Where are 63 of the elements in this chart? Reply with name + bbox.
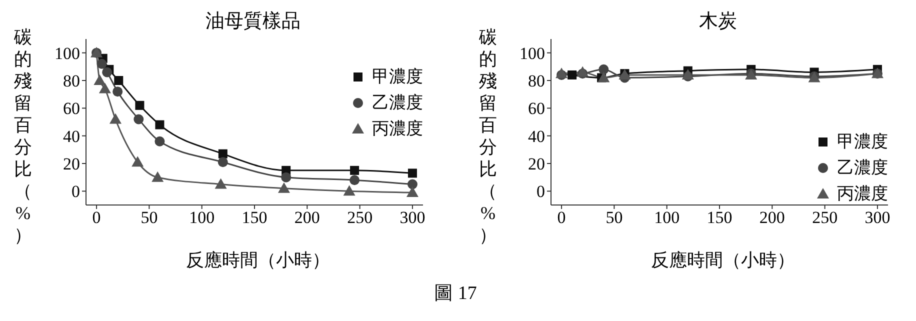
caption: 圖 17 bbox=[433, 282, 478, 306]
y-tick-label: 40 bbox=[528, 126, 545, 146]
point bbox=[278, 182, 290, 193]
legend-label: 甲濃度 bbox=[837, 131, 888, 153]
legend-label: 乙濃度 bbox=[372, 92, 423, 114]
legend-label: 甲濃度 bbox=[372, 66, 423, 88]
x-tick-label: 100 bbox=[654, 208, 680, 228]
y-tick-label: 80 bbox=[528, 72, 545, 91]
chart-title: 木炭 bbox=[698, 10, 738, 34]
point bbox=[155, 120, 164, 130]
point bbox=[218, 149, 228, 158]
y-tick-label: 60 bbox=[528, 99, 545, 118]
point bbox=[134, 114, 144, 124]
legend-label: 丙濃度 bbox=[372, 118, 423, 140]
point bbox=[152, 171, 164, 182]
x-tick-label: 150 bbox=[706, 208, 732, 228]
point bbox=[218, 157, 228, 168]
point bbox=[96, 58, 107, 69]
chart-title: 油母質樣品 bbox=[204, 10, 302, 34]
point bbox=[350, 175, 360, 186]
x-tick-label: 300 bbox=[400, 208, 426, 228]
point bbox=[114, 76, 124, 85]
point bbox=[406, 186, 418, 198]
y-tick-label: 0 bbox=[536, 182, 545, 202]
point bbox=[132, 156, 144, 167]
x-tick-label: 50 bbox=[606, 208, 623, 228]
x-axis-title: 反應時間（小時） bbox=[185, 249, 331, 272]
point bbox=[408, 168, 417, 178]
point bbox=[109, 113, 122, 124]
point bbox=[407, 179, 418, 190]
x-tick-label: 300 bbox=[864, 208, 890, 228]
point bbox=[154, 136, 165, 146]
point bbox=[94, 74, 106, 85]
x-axis-title: 反應時間（小時） bbox=[650, 249, 796, 272]
y-tick-label: 60 bbox=[63, 99, 80, 118]
point bbox=[102, 67, 112, 78]
y-tick-label: 100 bbox=[520, 44, 545, 63]
x-tick-label: 250 bbox=[812, 208, 838, 228]
point bbox=[112, 86, 123, 97]
legend-label: 乙濃度 bbox=[837, 157, 888, 179]
x-tick-label: 250 bbox=[347, 208, 373, 228]
point bbox=[343, 185, 356, 196]
point bbox=[98, 82, 111, 94]
point bbox=[281, 172, 292, 182]
x-tick-label: 200 bbox=[759, 208, 785, 228]
text: 碳的殘留百分比（%） bbox=[14, 27, 32, 245]
x-tick-label: 100 bbox=[189, 208, 215, 228]
legend-label: 丙濃度 bbox=[837, 183, 888, 205]
y-tick-label: 80 bbox=[63, 72, 80, 91]
x-tick-label: 200 bbox=[294, 208, 320, 228]
point bbox=[135, 100, 144, 110]
x-tick-label: 0 bbox=[92, 208, 101, 228]
y-tick-label: 40 bbox=[63, 126, 80, 146]
x-tick-label: 150 bbox=[242, 208, 268, 228]
point bbox=[350, 166, 360, 175]
y-tick-label: 20 bbox=[63, 154, 80, 174]
x-tick-label: 50 bbox=[140, 208, 158, 228]
y-tick-label: 0 bbox=[72, 182, 80, 202]
text: 碳的殘留百分比（%） bbox=[479, 27, 497, 245]
point bbox=[214, 178, 227, 189]
y-tick-label: 100 bbox=[54, 44, 80, 63]
x-tick-label: 0 bbox=[557, 208, 566, 228]
y-tick-label: 20 bbox=[528, 154, 545, 174]
